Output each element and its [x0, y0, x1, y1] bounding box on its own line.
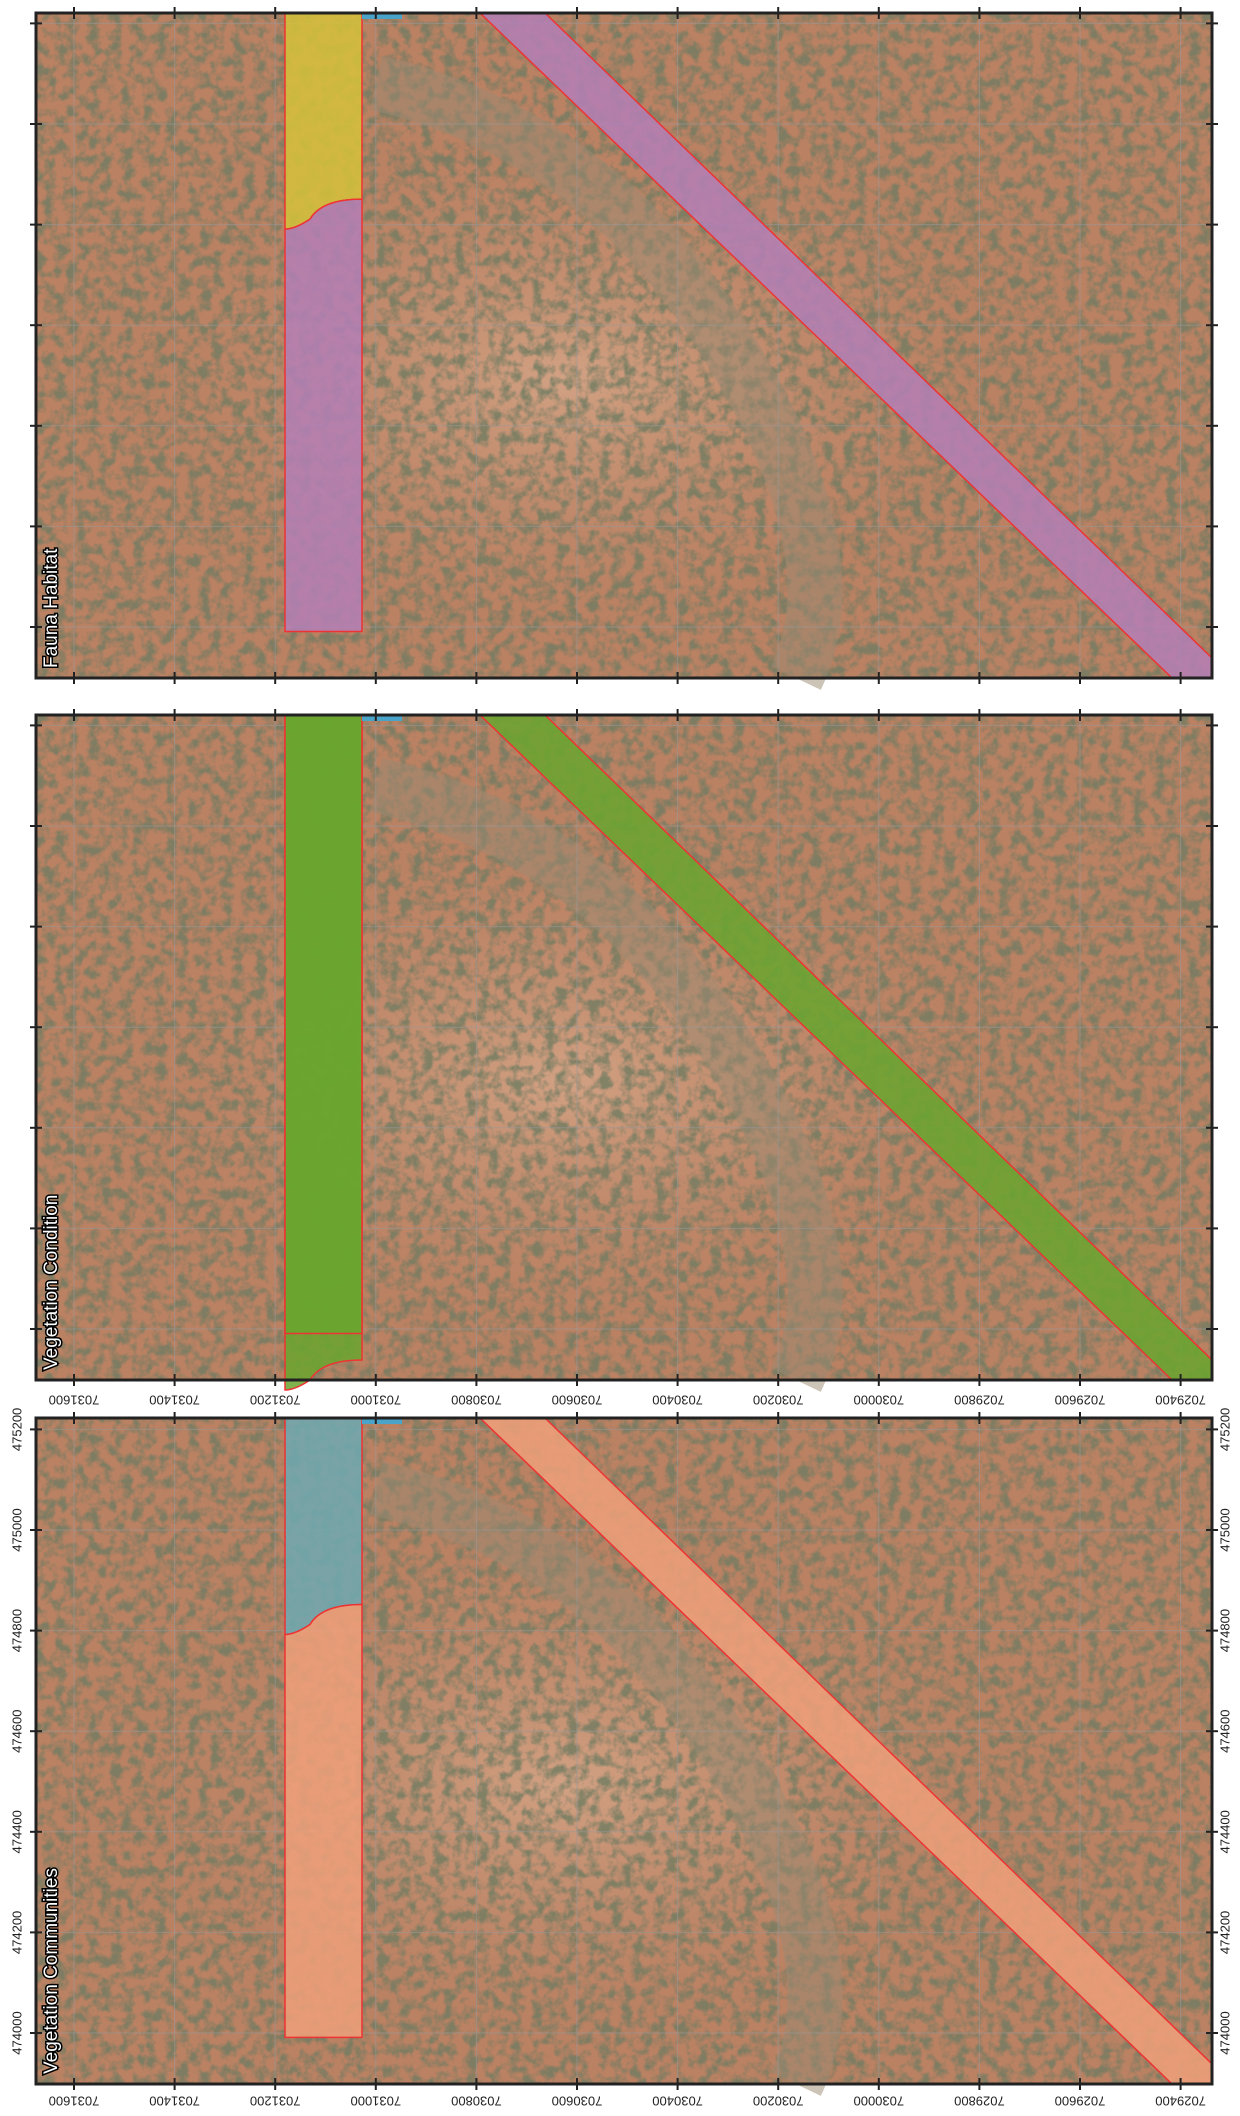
corridor-upper	[285, 1418, 362, 1634]
map-panel: Fauna Habitat	[30, 7, 1218, 684]
easting-label: 7030200	[753, 2094, 804, 2109]
easting-label: 7031200	[250, 1393, 301, 1408]
easting-label: 7029400	[1155, 2094, 1206, 2109]
panel-title: Vegetation Condition	[41, 1195, 62, 1370]
easting-label: 7030200	[753, 1393, 804, 1408]
easting-label: 7031000	[350, 1393, 401, 1408]
easting-label: 7029400	[1155, 1393, 1206, 1408]
northing-label: 474200	[9, 1911, 24, 1954]
easting-label: 7030000	[853, 2094, 904, 2109]
easting-label: 7031600	[49, 2094, 100, 2109]
corridor-lower	[285, 199, 362, 631]
easting-label: 7030800	[451, 2094, 502, 2109]
northing-label: 475000	[9, 1508, 24, 1551]
easting-label: 7030600	[552, 1393, 603, 1408]
northing-label: 474400	[1217, 1810, 1232, 1853]
easting-label: 7030400	[652, 1393, 703, 1408]
map-panel: Vegetation Condition	[30, 709, 1218, 1390]
map-figure: Fauna Habitat Vegetation Condition Vegetat…	[0, 0, 1240, 2111]
corridor-upper	[285, 13, 362, 229]
easting-label: 7031200	[250, 2094, 301, 2109]
easting-label: 7030800	[451, 1393, 502, 1408]
easting-label: 7031400	[149, 1393, 200, 1408]
easting-label: 7029800	[954, 1393, 1005, 1408]
easting-label: 7031000	[350, 2094, 401, 2109]
easting-label: 7030600	[552, 2094, 603, 2109]
easting-label: 7030000	[853, 1393, 904, 1408]
easting-label: 7030400	[652, 2094, 703, 2109]
easting-label: 7029600	[1055, 1393, 1106, 1408]
northing-label: 474800	[1217, 1609, 1232, 1652]
northing-label: 475000	[1217, 1508, 1232, 1551]
northing-label: 474800	[9, 1609, 24, 1652]
northing-label: 474400	[9, 1810, 24, 1853]
corridor-lower	[285, 715, 362, 1333]
northing-label: 474600	[1217, 1710, 1232, 1753]
northing-label: 474600	[9, 1710, 24, 1753]
easting-label: 7029800	[954, 2094, 1005, 2109]
panel-title: Fauna Habitat	[41, 548, 62, 668]
northing-label: 474000	[1217, 2011, 1232, 2054]
corridor-lower	[285, 1604, 362, 2037]
easting-label: 7031400	[149, 2094, 200, 2109]
map-panel: Vegetation Communities	[30, 1412, 1218, 2090]
northing-label: 474000	[9, 2011, 24, 2054]
northing-label: 474200	[1217, 1911, 1232, 1954]
panel-title: Vegetation Communities	[41, 1868, 62, 2074]
easting-label: 7031600	[49, 1393, 100, 1408]
northing-label: 475200	[1217, 1408, 1232, 1451]
easting-label: 7029600	[1055, 2094, 1106, 2109]
northing-label: 475200	[9, 1408, 24, 1451]
